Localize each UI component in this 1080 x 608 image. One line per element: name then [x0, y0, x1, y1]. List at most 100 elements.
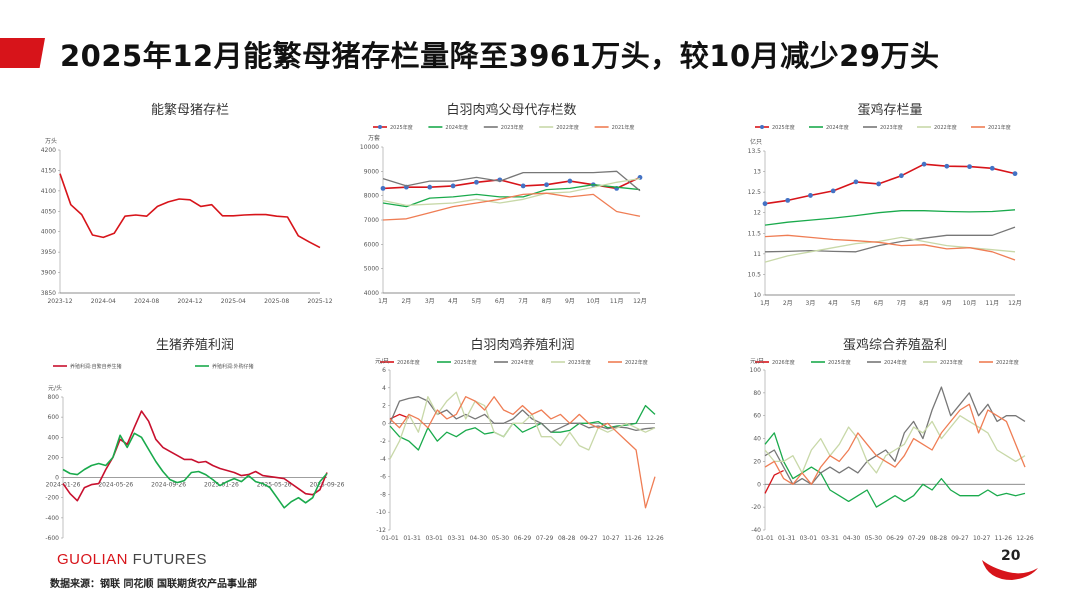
y-tick-label: 10 [753, 292, 761, 299]
x-tick-label: 05-30 [865, 535, 883, 542]
y-tick-label: 8000 [364, 193, 379, 200]
y-tick-label: 10000 [360, 144, 379, 151]
y-unit-label: 元/只 [750, 358, 764, 365]
series-line [389, 396, 656, 433]
chart-title: 能繁母猪存栏 [151, 102, 229, 118]
chart-hog-profit: 生猪养殖利润 养殖利润:自繁自养生猪 养殖利润:外购仔猪 元/头 -600 -400 -20… [15, 330, 344, 545]
y-tick-label: 800 [48, 394, 60, 401]
legend-label: 2024年度 [826, 124, 849, 131]
y-tick-label: 4000 [364, 290, 379, 297]
chart-canvas: 白羽肉鸡父母代存栏数 2025年度 2024年度 2023年度 2022年度 2021年度… [360, 102, 647, 305]
legend-label: 2024年度 [884, 359, 907, 366]
data-point [427, 184, 433, 190]
y-tick-label: 4100 [41, 188, 56, 195]
y-tick-label: 80 [753, 390, 761, 397]
x-tick-label: 8月 [542, 298, 552, 305]
y-tick-label: 20 [753, 458, 761, 465]
x-tick-label: 11-26 [995, 535, 1013, 542]
data-point [808, 193, 813, 198]
y-tick-label: 4050 [41, 208, 56, 215]
series-line [389, 404, 656, 451]
x-tick-label: 5月 [851, 300, 861, 307]
legend-label: 2024年度 [445, 124, 468, 131]
data-point [830, 188, 836, 194]
y-tick-label: 0 [382, 420, 386, 427]
y-tick-label: -20 [751, 504, 761, 511]
legend-label: 2022年度 [996, 359, 1019, 366]
series-line [62, 432, 328, 509]
legend-label: 2021年度 [612, 124, 635, 131]
x-tick-label: 2024-09-26 [151, 482, 186, 489]
page-number: 20 [1001, 548, 1021, 564]
x-tick-label: 01-31 [403, 535, 421, 542]
series-line [764, 432, 1026, 508]
x-tick-label: 1月 [378, 298, 388, 305]
x-tick-label: 07-29 [536, 535, 554, 542]
x-tick-label: 01-01 [381, 535, 399, 542]
legend-label: 2025年度 [454, 359, 477, 366]
y-tick-label: 4200 [41, 147, 56, 154]
legend-label: 2023年度 [501, 124, 524, 131]
data-point [474, 179, 479, 185]
chart-layer-profit: 蛋鸡综合养殖盈利 2026年度 2025年度 2024年度 2023年度 2022年度 元/… [725, 330, 1035, 545]
legend-label: 2026年度 [772, 359, 795, 366]
x-tick-label: 9月 [565, 298, 575, 305]
x-tick-label: 4月 [448, 298, 458, 305]
x-tick-label: 03-31 [821, 535, 839, 542]
data-point [785, 197, 791, 203]
x-tick-label: 12月 [1008, 300, 1022, 307]
y-tick-label: 10.5 [748, 271, 762, 278]
y-tick-label: 11.5 [748, 230, 762, 237]
y-tick-label: -2 [380, 438, 386, 445]
chart-layer-inventory: 蛋鸡存栏量 2025年度 2024年度 2023年度 2022年度 2021年度 亿只 10 1… [725, 95, 1035, 310]
data-point [967, 164, 972, 170]
x-tick-label: 06-29 [514, 535, 532, 542]
y-tick-label: -6 [380, 474, 386, 481]
series-line [764, 403, 1026, 485]
y-unit-label: 元/只 [375, 358, 389, 365]
x-tick-label: 5月 [472, 298, 482, 305]
x-tick-label: 08-28 [558, 535, 576, 542]
x-tick-label: 1月 [760, 300, 770, 307]
y-tick-label: -600 [45, 535, 59, 542]
x-tick-label: 3月 [806, 300, 816, 307]
x-tick-label: 05-30 [492, 535, 510, 542]
slide-title: 2025年12月能繁母猪存栏量降至3961万头，较10月减少29万头 [60, 39, 940, 73]
y-tick-label: 3850 [41, 290, 56, 297]
y-tick-label: -200 [45, 495, 59, 502]
y-tick-label: -8 [380, 491, 386, 498]
x-tick-label: 2023-12 [47, 298, 72, 305]
data-point [520, 183, 526, 189]
y-tick-label: 13.5 [748, 148, 762, 155]
y-tick-label: 100 [750, 367, 762, 374]
legend-label: 2025年度 [828, 359, 851, 366]
legend-marker [378, 125, 382, 129]
y-tick-label: 4 [382, 385, 386, 392]
y-tick-label: -10 [376, 509, 386, 516]
x-tick-label: 2024-08 [134, 298, 159, 305]
x-tick-label: 2024-12 [177, 298, 202, 305]
y-tick-label: 11 [753, 251, 761, 258]
chart-sow-inventory: 能繁母猪存栏 万头 3850 3900 3950 4000 4050 4100 4150 4200… [15, 95, 335, 310]
data-point [450, 183, 456, 189]
y-tick-label: 4150 [41, 167, 56, 174]
series-line [764, 163, 1016, 205]
chart-title: 白羽肉鸡养殖利润 [470, 337, 574, 353]
data-point [853, 179, 859, 185]
x-tick-label: 09-27 [951, 535, 969, 542]
chart-title: 生猪养殖利润 [156, 337, 234, 353]
x-tick-label: 09-27 [580, 535, 598, 542]
y-unit-label: 亿只 [750, 138, 762, 146]
legend-label: 2021年度 [988, 124, 1011, 131]
x-tick-label: 08-28 [930, 535, 948, 542]
chart-canvas: 白羽肉鸡养殖利润 2026年度 2025年度 2024年度 2023年度 2022年度 元/… [375, 337, 664, 542]
series-line [389, 391, 656, 460]
data-point [762, 201, 768, 207]
y-tick-label: 40 [753, 436, 761, 443]
legend-label: 2022年度 [556, 124, 579, 131]
legend-label: 2022年度 [625, 359, 648, 366]
x-tick-label: 03-31 [448, 535, 466, 542]
x-tick-label: 12-26 [646, 535, 664, 542]
x-tick-label: 3月 [425, 298, 435, 305]
x-tick-label: 10-27 [602, 535, 620, 542]
